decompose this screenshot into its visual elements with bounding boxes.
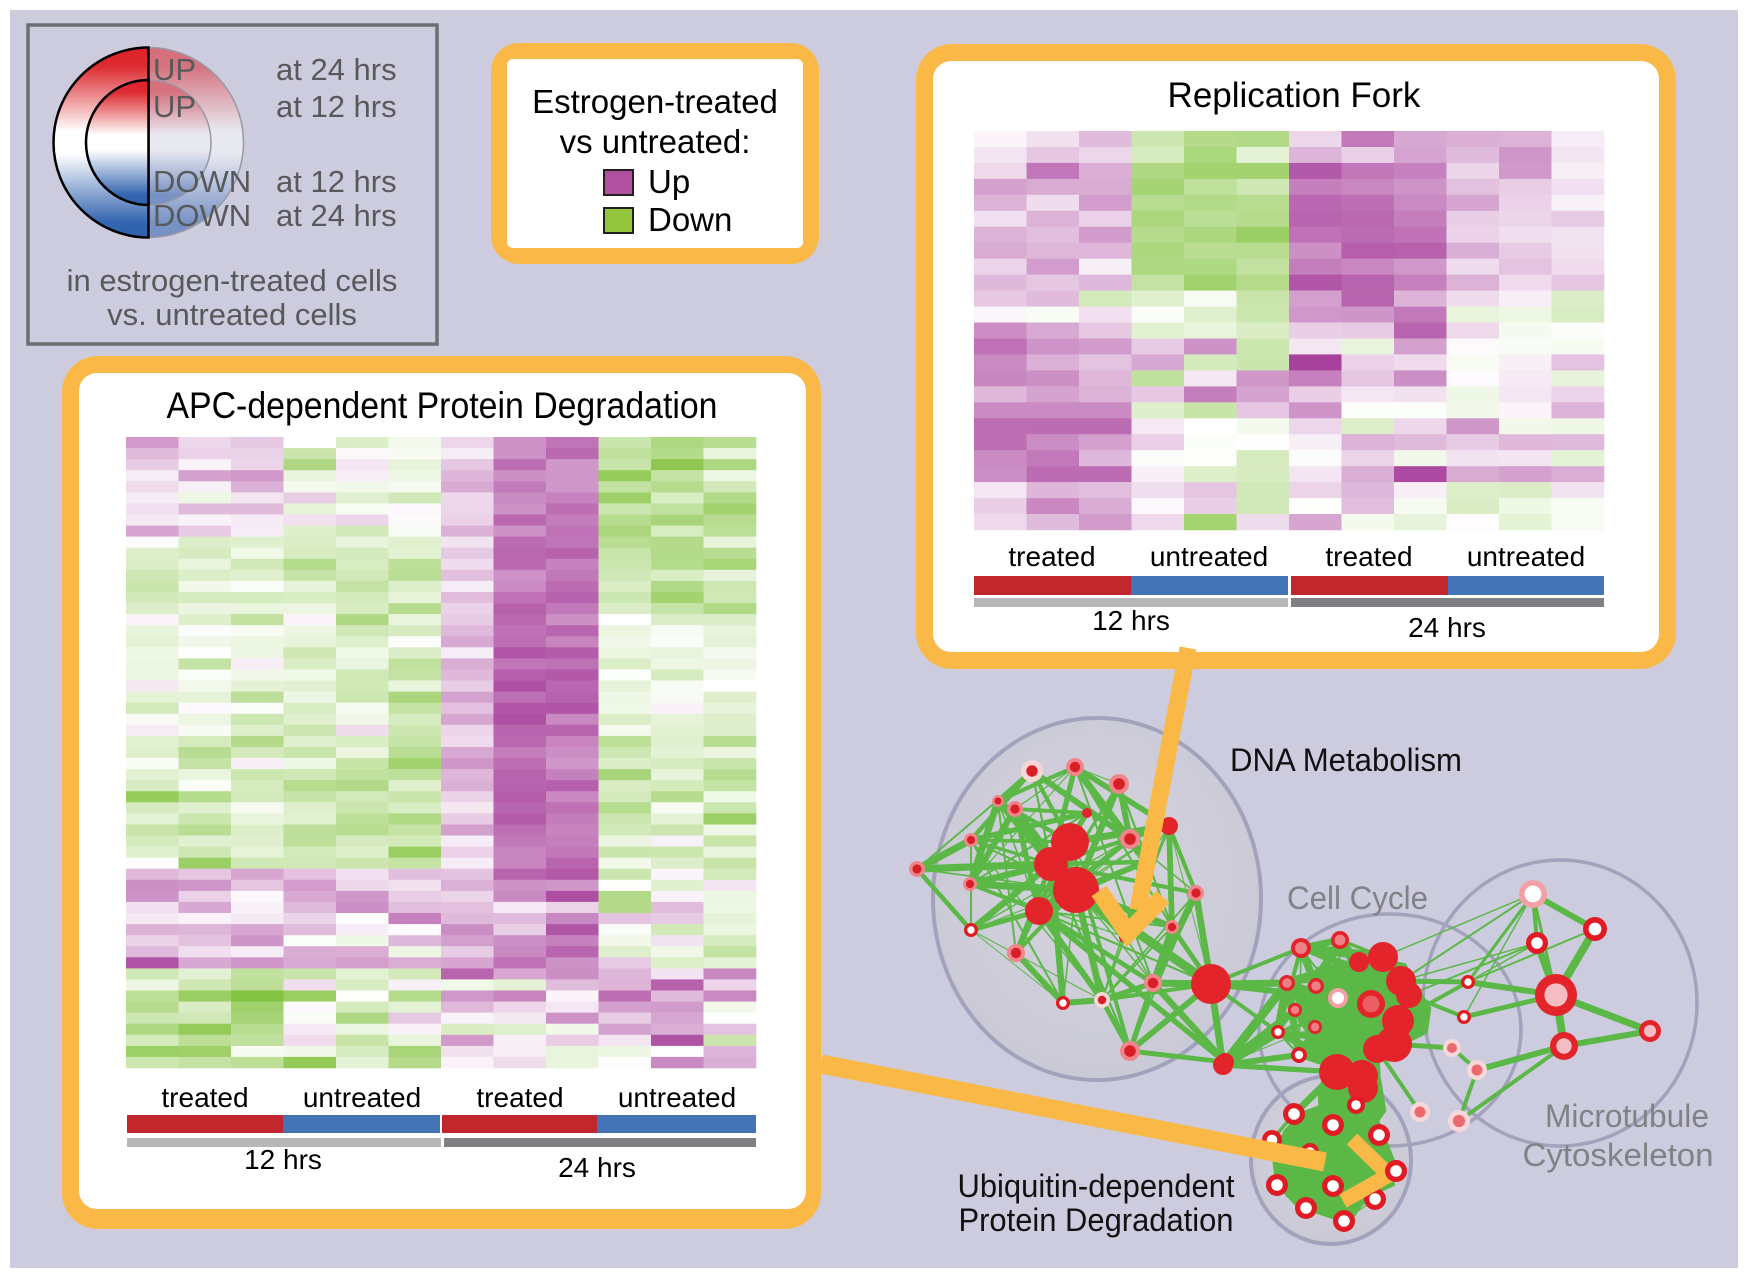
- svg-text:Protein Degradation: Protein Degradation: [959, 1202, 1234, 1238]
- svg-text:treated: treated: [476, 1082, 563, 1113]
- svg-text:treated: treated: [1325, 541, 1412, 572]
- svg-text:Estrogen-treated: Estrogen-treated: [532, 83, 778, 120]
- svg-text:Replication Fork: Replication Fork: [1168, 76, 1421, 115]
- svg-text:DOWN: DOWN: [153, 198, 251, 233]
- svg-text:at 24 hrs: at 24 hrs: [276, 198, 397, 233]
- svg-text:vs. untreated cells: vs. untreated cells: [107, 297, 357, 332]
- svg-text:treated: treated: [1008, 541, 1095, 572]
- svg-text:Down: Down: [648, 201, 732, 238]
- svg-text:12 hrs: 12 hrs: [244, 1144, 322, 1175]
- svg-text:24 hrs: 24 hrs: [558, 1152, 636, 1183]
- svg-text:Microtubule: Microtubule: [1545, 1098, 1709, 1134]
- svg-text:UP: UP: [153, 52, 196, 87]
- svg-text:Cytoskeleton: Cytoskeleton: [1523, 1137, 1714, 1173]
- svg-text:untreated: untreated: [618, 1082, 736, 1113]
- svg-text:Ubiquitin-dependent: Ubiquitin-dependent: [958, 1168, 1235, 1204]
- svg-text:DOWN: DOWN: [153, 164, 251, 199]
- svg-text:APC-dependent Protein Degradat: APC-dependent Protein Degradation: [167, 385, 718, 426]
- svg-text:Cell Cycle: Cell Cycle: [1287, 880, 1428, 916]
- svg-text:12 hrs: 12 hrs: [1092, 605, 1170, 636]
- svg-text:at 12 hrs: at 12 hrs: [276, 164, 397, 199]
- svg-text:DNA Metabolism: DNA Metabolism: [1230, 742, 1462, 778]
- svg-text:UP: UP: [153, 89, 196, 124]
- svg-text:untreated: untreated: [1150, 541, 1268, 572]
- svg-text:Up: Up: [648, 163, 690, 200]
- svg-text:treated: treated: [161, 1082, 248, 1113]
- svg-text:untreated: untreated: [303, 1082, 421, 1113]
- svg-text:24 hrs: 24 hrs: [1408, 612, 1486, 643]
- svg-text:at 12 hrs: at 12 hrs: [276, 89, 397, 124]
- svg-text:in estrogen-treated cells: in estrogen-treated cells: [67, 263, 398, 298]
- svg-text:untreated: untreated: [1467, 541, 1585, 572]
- svg-text:at 24 hrs: at 24 hrs: [276, 52, 397, 87]
- svg-text:vs untreated:: vs untreated:: [560, 123, 751, 160]
